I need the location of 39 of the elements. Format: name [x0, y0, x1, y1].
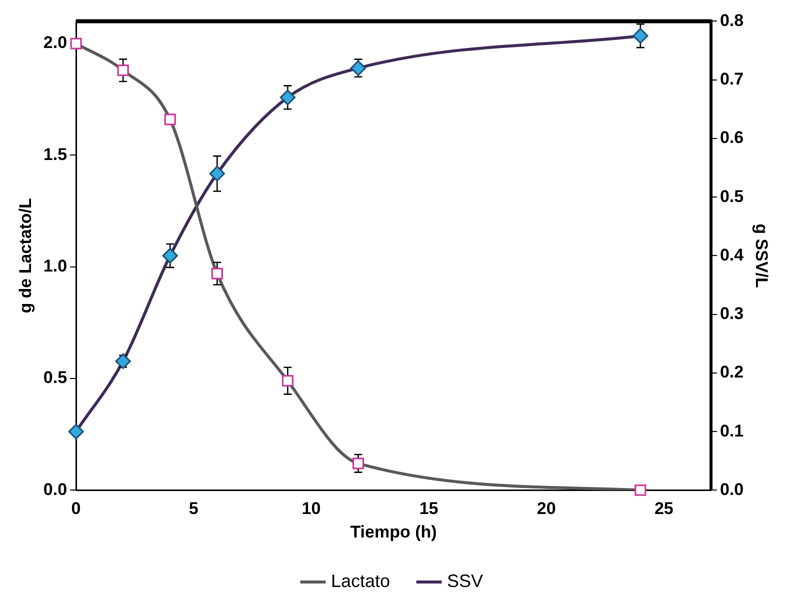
y2-tick-label: 0.2 — [720, 362, 744, 382]
legend-label: SSV — [447, 570, 484, 591]
x-tick-label: 10 — [302, 499, 321, 518]
point — [634, 484, 646, 496]
y-tick-label: 0.0 — [43, 480, 68, 499]
x-tick-label: 20 — [536, 499, 556, 518]
y-tick-label: 1.0 — [43, 256, 68, 276]
y2-tick-label: 0.5 — [720, 186, 744, 206]
y2-tick-label: 0.7 — [720, 70, 744, 89]
point — [352, 458, 364, 470]
x-tick-label: 15 — [419, 499, 438, 518]
y2-tick-label: 0.4 — [720, 245, 744, 264]
point — [350, 60, 366, 76]
point — [282, 375, 294, 386]
y2-tick-label: 0.6 — [720, 128, 744, 148]
y2-tick-label: 0.0 — [720, 480, 744, 499]
point — [632, 28, 648, 44]
y-tick-label: 0.5 — [43, 368, 68, 388]
point — [162, 248, 178, 264]
x-tick-label: 25 — [654, 499, 674, 518]
point — [70, 38, 82, 50]
y-axis-title: g de Lactato/L — [16, 198, 35, 314]
point — [115, 353, 131, 369]
x-axis-title: Tiempo (h) — [350, 522, 437, 542]
x-tick-label: 0 — [71, 499, 81, 518]
point — [280, 90, 296, 106]
point — [68, 424, 84, 440]
y-tick-label: 1.5 — [43, 144, 68, 164]
point — [211, 268, 223, 280]
y2-axis-title: g SSV/L — [752, 224, 772, 288]
point — [209, 166, 225, 182]
x-tick-label: 5 — [188, 499, 198, 518]
point — [117, 64, 129, 76]
y2-tick-label: 0.1 — [720, 421, 744, 440]
y-tick-label: 2.0 — [43, 33, 68, 52]
legend-label: Lactato — [330, 570, 390, 591]
y2-tick-label: 0.8 — [720, 10, 744, 30]
point — [164, 114, 176, 126]
y2-tick-label: 0.3 — [720, 304, 744, 324]
